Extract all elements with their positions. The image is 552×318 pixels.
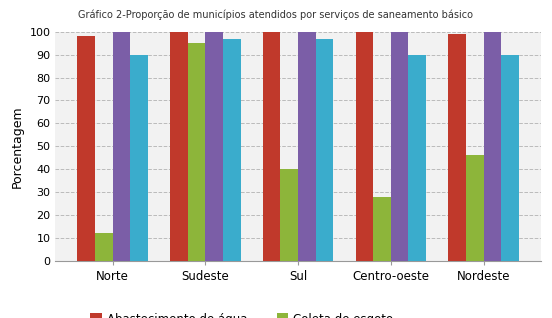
Bar (113, 32, 130, 261)
Bar (298, 32, 316, 261)
Bar (373, 197, 391, 261)
Bar (170, 32, 188, 261)
Y-axis label: Porcentagem: Porcentagem (11, 105, 24, 188)
Bar (391, 32, 408, 261)
Bar (501, 55, 519, 261)
Bar (484, 32, 501, 261)
Bar (223, 39, 241, 261)
Bar (95, 233, 113, 261)
Bar (188, 43, 205, 261)
Bar (280, 169, 298, 261)
Bar (205, 32, 223, 261)
Bar (466, 156, 484, 261)
Bar (77, 36, 95, 261)
Bar (316, 39, 333, 261)
Text: Gráfico 2-Proporção de municípios atendidos por serviços de saneamento básico: Gráfico 2-Proporção de municípios atendi… (78, 10, 474, 20)
Bar (263, 32, 280, 261)
Legend: Abastecimento de água, Coleta de esgoto: Abastecimento de água, Coleta de esgoto (86, 308, 398, 318)
Bar (448, 34, 466, 261)
Bar (130, 55, 148, 261)
Bar (355, 32, 373, 261)
Bar (408, 55, 426, 261)
